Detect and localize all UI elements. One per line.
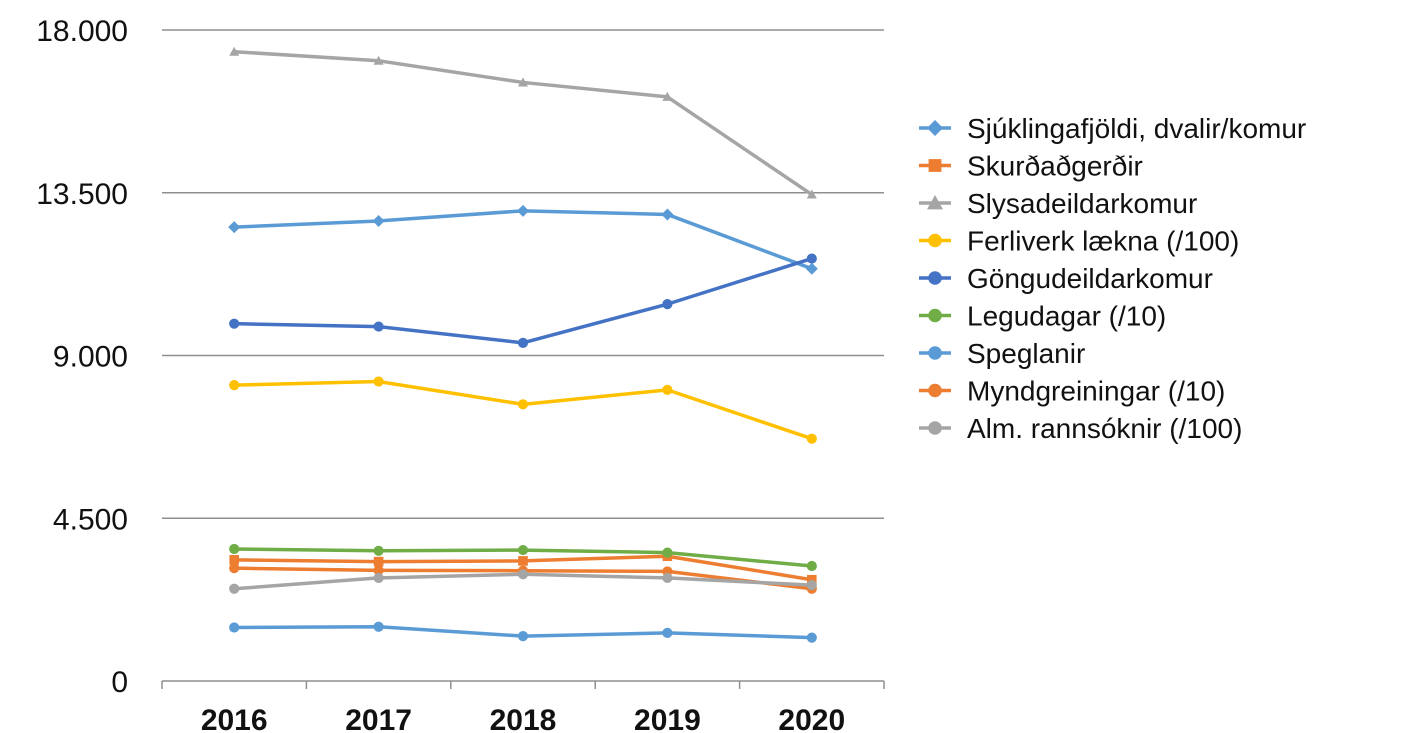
legend-item: Ferliverk lækna (/100) xyxy=(919,226,1239,257)
series-3 xyxy=(229,376,817,444)
data-point xyxy=(372,214,385,227)
series-5 xyxy=(229,543,817,572)
data-point xyxy=(517,544,529,556)
series-0 xyxy=(228,204,818,275)
legend-label: Legudagar (/10) xyxy=(967,301,1166,332)
data-point xyxy=(517,399,529,410)
legend-item: Sjúklingafjöldi, dvalir/komur xyxy=(919,113,1306,144)
data-point xyxy=(229,46,240,56)
data-point xyxy=(807,574,817,585)
data-point xyxy=(806,560,817,572)
data-point xyxy=(373,556,384,567)
data-point xyxy=(229,543,240,555)
data-point xyxy=(662,91,673,101)
data-point xyxy=(806,253,817,264)
data-point xyxy=(373,572,384,584)
data-point xyxy=(928,421,942,435)
data-point xyxy=(928,233,942,248)
data-point xyxy=(517,569,529,580)
data-point xyxy=(373,545,384,556)
data-point xyxy=(928,346,942,360)
data-point xyxy=(806,632,817,643)
data-point xyxy=(517,204,529,217)
data-point xyxy=(373,565,384,576)
series-line xyxy=(234,256,813,345)
data-point xyxy=(517,631,529,642)
data-point xyxy=(229,555,239,565)
gridlines xyxy=(162,29,884,519)
legend-item: Legudagar (/10) xyxy=(919,301,1166,332)
data-point xyxy=(518,77,528,87)
x-tick-label: 2018 xyxy=(490,704,557,733)
data-point xyxy=(662,572,673,584)
data-point xyxy=(806,433,817,444)
y-tick-label: 9.000 xyxy=(53,341,128,374)
data-point xyxy=(928,271,942,285)
axes: 0 4.500 9.000 13.500 18.000 2016 2017 2018 2019 2… xyxy=(36,15,885,733)
legend-label: Myndgreiningar (/10) xyxy=(967,376,1225,407)
legend-item: Myndgreiningar (/10) xyxy=(919,376,1225,407)
data-point xyxy=(229,318,240,329)
y-tick-label: 13.500 xyxy=(36,178,128,211)
legend-item: Alm. rannsóknir (/100) xyxy=(919,413,1242,444)
data-point xyxy=(229,563,240,574)
data-point xyxy=(229,622,240,633)
data-point xyxy=(806,580,817,591)
y-tick-label: 18.000 xyxy=(36,15,128,48)
data-point xyxy=(928,159,942,172)
legend: Sjúklingafjöldi, dvalir/komur Skurðaðgerð… xyxy=(919,113,1306,444)
x-tick-label: 2020 xyxy=(778,704,845,733)
data-point xyxy=(517,337,529,348)
legend-label: Göngudeildarkomur xyxy=(967,263,1213,294)
legend-label: Sjúklingafjöldi, dvalir/komur xyxy=(967,113,1306,144)
data-point xyxy=(806,189,817,199)
y-tick-label: 0 xyxy=(111,666,128,699)
x-tick-label: 2017 xyxy=(345,704,412,733)
data-point xyxy=(661,208,674,221)
x-tick-label: 2016 xyxy=(201,704,268,733)
legend-item: Speglanir xyxy=(919,338,1085,369)
data-point xyxy=(662,384,673,395)
series-line xyxy=(234,49,813,197)
data-point xyxy=(228,221,241,234)
legend-item: Göngudeildarkomur xyxy=(919,263,1213,294)
data-point xyxy=(518,556,528,566)
data-point xyxy=(373,621,384,632)
series-lines xyxy=(228,46,818,643)
data-point xyxy=(928,308,942,323)
data-point xyxy=(373,55,384,65)
data-point xyxy=(927,120,943,136)
legend-label: Skurðaðgerðir xyxy=(967,151,1143,182)
series-line xyxy=(234,209,813,271)
y-tick-label: 4.500 xyxy=(53,503,128,536)
legend-label: Ferliverk lækna (/100) xyxy=(967,226,1239,257)
legend-item: Slysadeildarkomur xyxy=(919,188,1197,219)
data-point xyxy=(662,547,673,558)
data-point xyxy=(373,376,384,387)
series-8 xyxy=(229,569,817,594)
legend-item: Skurðaðgerðir xyxy=(919,151,1143,182)
series-6 xyxy=(229,621,817,643)
x-tick-label: 2019 xyxy=(634,704,701,733)
data-point xyxy=(927,195,943,210)
data-point xyxy=(928,383,942,398)
data-point xyxy=(229,380,240,391)
data-point xyxy=(662,627,673,638)
legend-label: Speglanir xyxy=(967,338,1085,369)
series-4 xyxy=(229,253,817,348)
series-2 xyxy=(229,46,817,199)
data-point xyxy=(229,583,240,594)
data-point xyxy=(662,299,673,310)
legend-label: Slysadeildarkomur xyxy=(967,188,1197,219)
series-line xyxy=(234,379,813,441)
data-point xyxy=(805,262,818,275)
data-point xyxy=(373,321,384,332)
legend-label: Alm. rannsóknir (/100) xyxy=(967,413,1242,444)
